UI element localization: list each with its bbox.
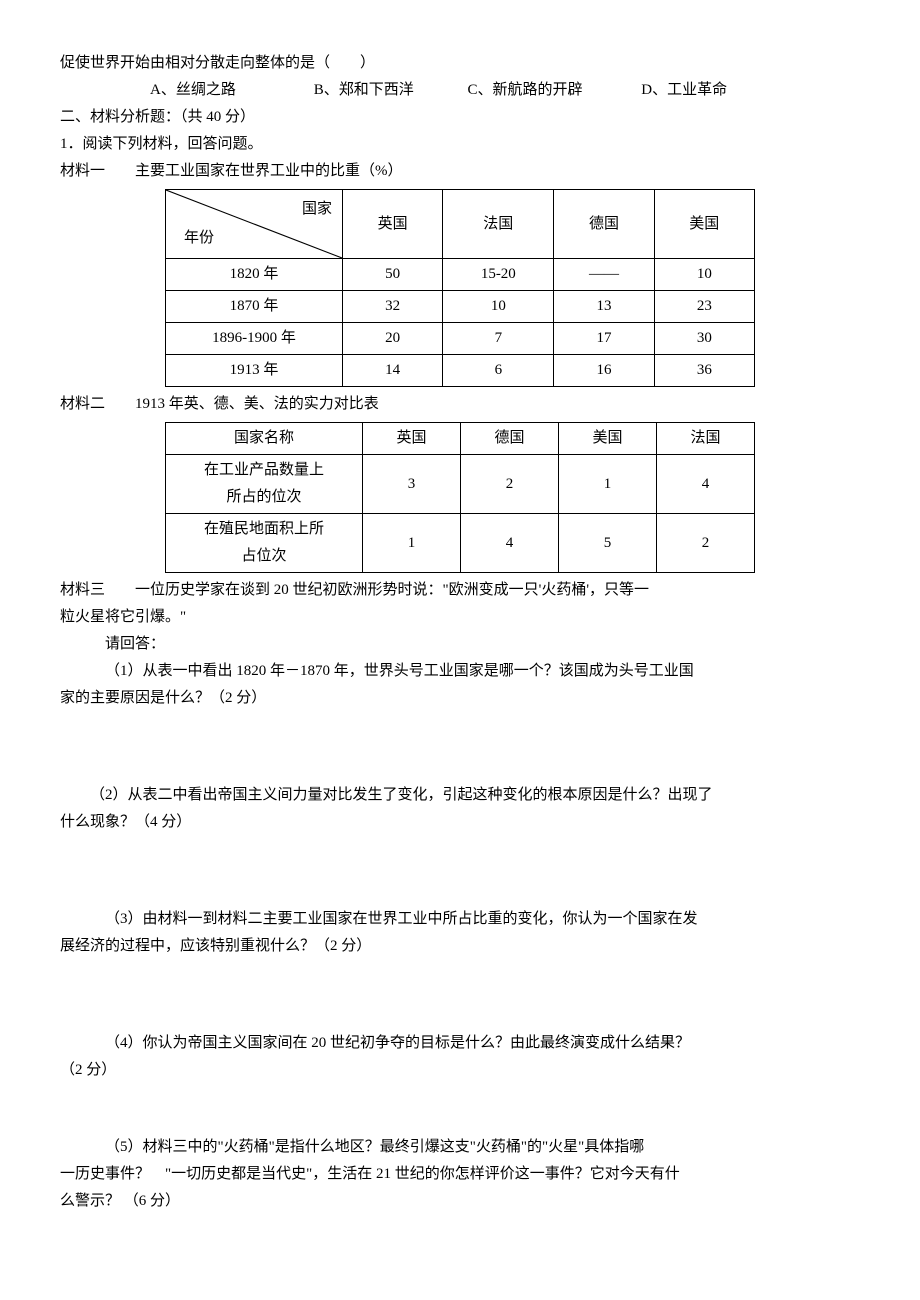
answer-space [60, 960, 860, 1030]
option-c: C、新航路的开辟 [468, 77, 638, 104]
cell: 30 [654, 323, 754, 355]
answer-prompt: 请回答： [60, 631, 860, 658]
option-a: A、丝绸之路 [150, 77, 310, 104]
answer-space [60, 836, 860, 906]
material-three-line1: 材料三 一位历史学家在谈到 20 世纪初欧洲形势时说："欧洲变成一只'火药桶'，… [60, 577, 860, 604]
sub-q5-line3: 么警示？ （6 分） [60, 1188, 860, 1215]
row-year: 1820 年 [166, 259, 343, 291]
options-row: A、丝绸之路 B、郑和下西洋 C、新航路的开辟 D、工业革命 [60, 77, 860, 104]
sub-q1-line2: 家的主要原因是什么？（2 分） [60, 685, 860, 712]
cell: 16 [554, 355, 654, 387]
table-industry-share: 国家 年份 英国 法国 德国 美国 1820 年 50 15-20 —— 10 … [165, 189, 755, 387]
sub-q3-line2: 展经济的过程中，应该特别重视什么？（2 分） [60, 933, 860, 960]
table-row: 1870 年 32 10 13 23 [166, 291, 755, 323]
row-label: 在殖民地面积上所占位次 [166, 514, 363, 573]
table-row: 1820 年 50 15-20 —— 10 [166, 259, 755, 291]
cell: 17 [554, 323, 654, 355]
sub-q3-line1: （3）由材料一到材料二主要工业国家在世界工业中所占比重的变化，你认为一个国家在发 [60, 906, 860, 933]
cell: 20 [343, 323, 443, 355]
row-year: 1870 年 [166, 291, 343, 323]
row-year: 1896-1900 年 [166, 323, 343, 355]
table-row: 1913 年 14 6 16 36 [166, 355, 755, 387]
sub-q2-line1: （2）从表二中看出帝国主义间力量对比发生了变化，引起这种变化的根本原因是什么？出… [60, 782, 860, 809]
cell: 6 [443, 355, 554, 387]
cell: 1 [363, 514, 461, 573]
question-stem: 促使世界开始由相对分散走向整体的是（ ） [60, 50, 860, 77]
cell: 10 [443, 291, 554, 323]
answer-space [60, 1084, 860, 1134]
cell: 4 [461, 514, 559, 573]
answer-space [60, 712, 860, 782]
cell: 13 [554, 291, 654, 323]
table-diag-header: 国家 年份 [166, 190, 343, 259]
diag-bot-label: 年份 [184, 225, 214, 252]
col-header: 德国 [461, 423, 559, 455]
cell: 10 [654, 259, 754, 291]
col-header: 美国 [654, 190, 754, 259]
col-header: 法国 [443, 190, 554, 259]
material-one-title: 材料一 主要工业国家在世界工业中的比重（%） [60, 158, 860, 185]
cell: 14 [343, 355, 443, 387]
cell: 2 [461, 455, 559, 514]
col-header: 英国 [343, 190, 443, 259]
col-header: 国家名称 [166, 423, 363, 455]
cell: 23 [654, 291, 754, 323]
diag-top-label: 国家 [302, 196, 332, 223]
sub-q5-line2: 一历史事件？ "一切历史都是当代史"，生活在 21 世纪的你怎样评价这一事件？它… [60, 1161, 860, 1188]
col-header: 英国 [363, 423, 461, 455]
table-row: 国家名称 英国 德国 美国 法国 [166, 423, 755, 455]
section-two-title: 二、材料分析题：（共 40 分） [60, 104, 860, 131]
table-row: 在殖民地面积上所占位次 1 4 5 2 [166, 514, 755, 573]
cell: 32 [343, 291, 443, 323]
table-power-comparison: 国家名称 英国 德国 美国 法国 在工业产品数量上所占的位次 3 2 1 4 在… [165, 422, 755, 573]
cell: 4 [657, 455, 755, 514]
sub-q1-line1: （1）从表一中看出 1820 年－1870 年，世界头号工业国家是哪一个？该国成… [60, 658, 860, 685]
table-row: 在工业产品数量上所占的位次 3 2 1 4 [166, 455, 755, 514]
cell: 15-20 [443, 259, 554, 291]
option-d: D、工业革命 [641, 77, 727, 104]
sub-q4-line1: （4）你认为帝国主义国家间在 20 世纪初争夺的目标是什么？由此最终演变成什么结… [60, 1030, 860, 1057]
section-two-q1: 1．阅读下列材料，回答问题。 [60, 131, 860, 158]
cell: 1 [559, 455, 657, 514]
col-header: 法国 [657, 423, 755, 455]
col-header: 德国 [554, 190, 654, 259]
sub-q2-line2: 什么现象？（4 分） [60, 809, 860, 836]
sub-q4-line2: （2 分） [60, 1057, 860, 1084]
col-header: 美国 [559, 423, 657, 455]
cell: 3 [363, 455, 461, 514]
cell: 7 [443, 323, 554, 355]
option-b: B、郑和下西洋 [314, 77, 464, 104]
cell: 50 [343, 259, 443, 291]
row-year: 1913 年 [166, 355, 343, 387]
cell: 36 [654, 355, 754, 387]
cell: 5 [559, 514, 657, 573]
material-three-line2: 粒火星将它引爆。" [60, 604, 860, 631]
row-label: 在工业产品数量上所占的位次 [166, 455, 363, 514]
table-row: 1896-1900 年 20 7 17 30 [166, 323, 755, 355]
material-two-title: 材料二 1913 年英、德、美、法的实力对比表 [60, 391, 860, 418]
table-row: 国家 年份 英国 法国 德国 美国 [166, 190, 755, 259]
sub-q5-line1: （5）材料三中的"火药桶"是指什么地区？最终引爆这支"火药桶"的"火星"具体指哪 [60, 1134, 860, 1161]
cell: 2 [657, 514, 755, 573]
cell: —— [554, 259, 654, 291]
